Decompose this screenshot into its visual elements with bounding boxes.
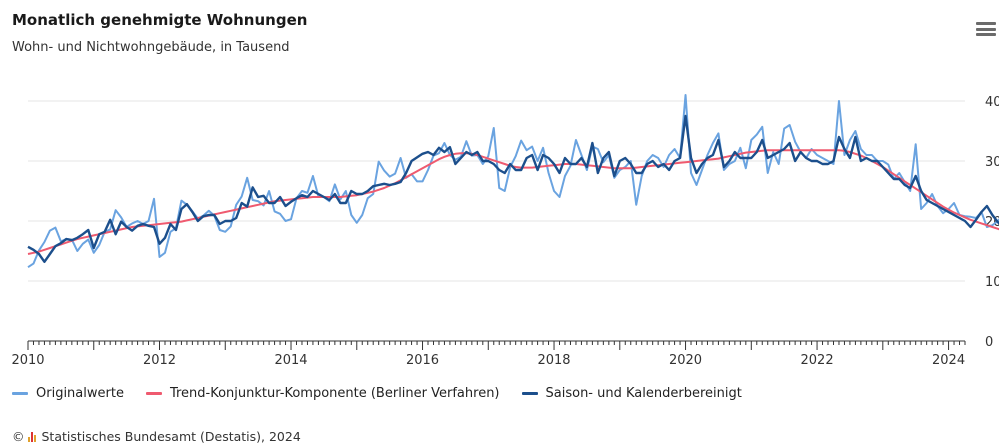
y-tick-label: 0 <box>985 335 993 350</box>
series-line-original <box>27 94 999 269</box>
destatis-logo-icon <box>27 431 36 442</box>
legend-item-original[interactable]: Originalwerte <box>12 386 124 401</box>
chart-subtitle: Wohn- und Nichtwohngebäude, in Tausend <box>12 40 290 55</box>
x-tick-label: 2024 <box>932 353 965 368</box>
legend-label-seasonal: Saison- und Kalenderbereinigt <box>545 386 742 401</box>
legend-item-seasonal[interactable]: Saison- und Kalenderbereinigt <box>521 386 742 401</box>
series-lines <box>27 94 999 269</box>
legend: Originalwerte Trend-Konjunktur-Komponent… <box>12 386 742 401</box>
series-line-trend <box>27 149 999 255</box>
x-tick-label: 2022 <box>801 353 834 368</box>
x-tick-label: 2018 <box>537 353 570 368</box>
y-tick-label: 30 <box>985 155 999 170</box>
y-gridlines <box>28 100 965 282</box>
x-tick-label: 2012 <box>143 353 176 368</box>
hamburger-menu-icon[interactable] <box>976 22 996 36</box>
x-axis: 2010 2012 2014 2016 2018 2020 2022 2024 <box>11 340 966 368</box>
legend-swatch-original <box>12 392 28 395</box>
x-tick-label: 2010 <box>11 353 44 368</box>
x-tick-label: 2016 <box>406 353 439 368</box>
legend-label-original: Originalwerte <box>36 386 124 401</box>
y-tick-label: 10 <box>985 275 999 290</box>
source-credits: © Statistisches Bundesamt (Destatis), 20… <box>12 429 301 444</box>
y-tick-label: 40 <box>985 95 999 110</box>
copyright-symbol: © <box>12 429 25 444</box>
x-tick-label: 2014 <box>274 353 307 368</box>
source-text: Statistisches Bundesamt (Destatis), 2024 <box>41 429 301 444</box>
legend-item-trend[interactable]: Trend-Konjunktur-Komponente (Berliner Ve… <box>145 386 500 401</box>
legend-label-trend: Trend-Konjunktur-Komponente (Berliner Ve… <box>169 386 500 401</box>
legend-swatch-trend <box>145 392 162 395</box>
chart-title: Monatlich genehmigte Wohnungen <box>12 11 308 29</box>
x-tick-label: 2020 <box>669 353 702 368</box>
legend-swatch-seasonal <box>521 392 538 395</box>
series-line-seasonal <box>27 114 999 263</box>
